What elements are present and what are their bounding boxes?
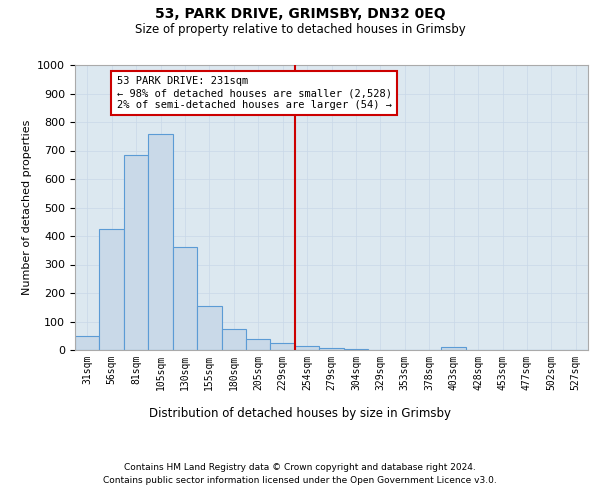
Text: Size of property relative to detached houses in Grimsby: Size of property relative to detached ho…	[134, 22, 466, 36]
Bar	[442, 347, 466, 350]
Bar	[271, 343, 295, 350]
Text: Distribution of detached houses by size in Grimsby: Distribution of detached houses by size …	[149, 408, 451, 420]
Bar	[319, 348, 344, 350]
Bar	[295, 346, 319, 350]
Bar	[148, 134, 173, 350]
Bar	[221, 328, 246, 350]
Bar	[173, 246, 197, 350]
Bar	[75, 336, 100, 350]
Bar	[124, 155, 148, 350]
Text: 53 PARK DRIVE: 231sqm
← 98% of detached houses are smaller (2,528)
2% of semi-de: 53 PARK DRIVE: 231sqm ← 98% of detached …	[116, 76, 392, 110]
Y-axis label: Number of detached properties: Number of detached properties	[22, 120, 32, 295]
Bar	[100, 229, 124, 350]
Bar	[246, 339, 271, 350]
Text: Contains public sector information licensed under the Open Government Licence v3: Contains public sector information licen…	[103, 476, 497, 485]
Bar	[344, 348, 368, 350]
Bar	[197, 306, 221, 350]
Text: 53, PARK DRIVE, GRIMSBY, DN32 0EQ: 53, PARK DRIVE, GRIMSBY, DN32 0EQ	[155, 8, 445, 22]
Text: Contains HM Land Registry data © Crown copyright and database right 2024.: Contains HM Land Registry data © Crown c…	[124, 462, 476, 471]
